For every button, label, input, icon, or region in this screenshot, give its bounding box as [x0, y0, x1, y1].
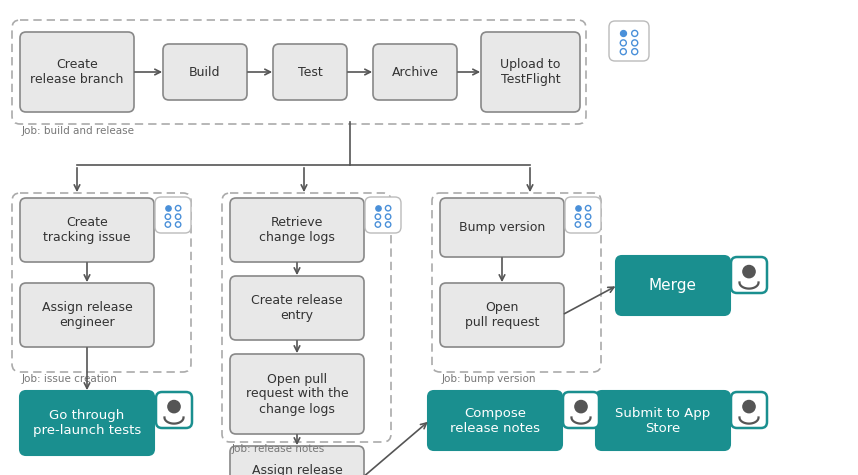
- FancyBboxPatch shape: [616, 256, 730, 315]
- Text: Submit to App
Store: Submit to App Store: [615, 407, 710, 435]
- Text: Open pull
request with the
change logs: Open pull request with the change logs: [245, 372, 348, 416]
- Circle shape: [743, 400, 755, 413]
- Text: Job: build and release: Job: build and release: [22, 126, 135, 136]
- Circle shape: [168, 400, 180, 413]
- FancyBboxPatch shape: [440, 198, 564, 257]
- Text: Compose
release notes: Compose release notes: [450, 407, 540, 435]
- Text: Assign release
engineer: Assign release engineer: [42, 301, 132, 329]
- FancyBboxPatch shape: [155, 197, 191, 233]
- Text: Create
tracking issue: Create tracking issue: [43, 216, 130, 244]
- Text: Open
pull request: Open pull request: [465, 301, 539, 329]
- Text: Test: Test: [298, 66, 323, 78]
- FancyBboxPatch shape: [163, 44, 247, 100]
- FancyBboxPatch shape: [273, 44, 347, 100]
- Text: Job: release notes: Job: release notes: [232, 444, 325, 454]
- FancyBboxPatch shape: [565, 197, 601, 233]
- FancyBboxPatch shape: [230, 446, 364, 475]
- FancyBboxPatch shape: [731, 392, 767, 428]
- FancyBboxPatch shape: [428, 391, 562, 450]
- Text: Go through
pre-launch tests: Go through pre-launch tests: [33, 409, 141, 437]
- FancyBboxPatch shape: [230, 354, 364, 434]
- FancyBboxPatch shape: [440, 283, 564, 347]
- FancyBboxPatch shape: [20, 198, 154, 262]
- FancyBboxPatch shape: [596, 391, 730, 450]
- FancyBboxPatch shape: [20, 32, 134, 112]
- FancyBboxPatch shape: [20, 283, 154, 347]
- Text: Upload to
TestFlight: Upload to TestFlight: [500, 58, 560, 86]
- Text: Build: Build: [190, 66, 221, 78]
- FancyBboxPatch shape: [481, 32, 580, 112]
- Text: Job: bump version: Job: bump version: [442, 374, 536, 384]
- FancyBboxPatch shape: [156, 392, 192, 428]
- Circle shape: [743, 266, 755, 278]
- FancyBboxPatch shape: [609, 21, 649, 61]
- FancyBboxPatch shape: [230, 198, 364, 262]
- FancyBboxPatch shape: [365, 197, 401, 233]
- Text: Create
release branch: Create release branch: [30, 58, 124, 86]
- Text: Retrieve
change logs: Retrieve change logs: [259, 216, 335, 244]
- Text: Merge: Merge: [649, 278, 697, 293]
- FancyBboxPatch shape: [230, 276, 364, 340]
- Text: Bump version: Bump version: [459, 221, 545, 234]
- Text: Job: issue creation: Job: issue creation: [22, 374, 118, 384]
- Text: Create release
entry: Create release entry: [251, 294, 343, 322]
- Text: Assign release
engineer: Assign release engineer: [251, 464, 342, 475]
- Circle shape: [575, 400, 587, 413]
- FancyBboxPatch shape: [20, 391, 154, 455]
- Text: Archive: Archive: [391, 66, 438, 78]
- FancyBboxPatch shape: [373, 44, 457, 100]
- FancyBboxPatch shape: [563, 392, 599, 428]
- FancyBboxPatch shape: [731, 257, 767, 293]
